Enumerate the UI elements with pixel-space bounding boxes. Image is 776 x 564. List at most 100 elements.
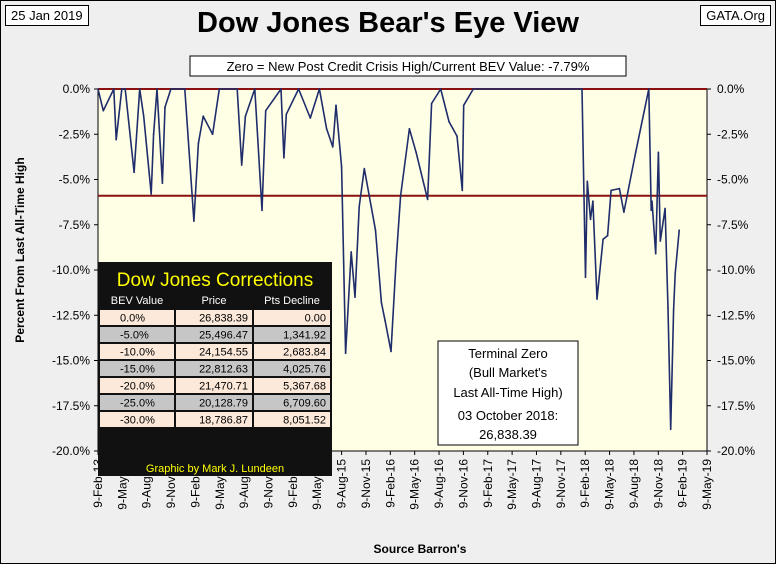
x-axis-label: Source Barron's (374, 542, 467, 556)
corrections-table-cell: 20,128.79 (199, 398, 248, 410)
data-point (153, 133, 155, 135)
data-point (400, 195, 402, 197)
data-point (133, 171, 135, 173)
data-point (587, 181, 589, 183)
data-point (431, 103, 433, 105)
data-point (570, 88, 572, 90)
data-point (280, 88, 282, 90)
y-tick-label-right: -20.0% (717, 444, 755, 458)
data-point (115, 139, 117, 141)
data-point (440, 88, 442, 90)
data-point (592, 200, 594, 202)
data-point (218, 88, 220, 90)
x-tick-label: 9-Aug-16 (432, 459, 446, 509)
data-point (667, 307, 669, 309)
y-tick-label-right: -10.0% (717, 263, 755, 277)
corrections-table-cell: 25,496.47 (199, 330, 248, 342)
data-point (664, 208, 666, 210)
corrections-table-row: 0.0% 26,838.39 0.00 (100, 310, 330, 325)
data-point (254, 88, 256, 90)
x-tick-label: 9-Nov-18 (651, 459, 665, 509)
data-point (184, 88, 186, 90)
x-tick-label: 9-Feb-18 (578, 459, 592, 508)
corrections-table-header: Pts Decline (264, 295, 320, 307)
y-tick-label-left: -7.5% (59, 218, 91, 232)
corrections-table-cell: -5.0% (120, 330, 149, 342)
data-point (319, 88, 321, 90)
data-point (162, 182, 164, 184)
data-point (585, 276, 587, 278)
data-point (659, 240, 661, 242)
data-point (124, 88, 126, 90)
data-point (610, 190, 612, 192)
y-tick-label-right: -7.5% (717, 218, 749, 232)
data-point (651, 200, 653, 202)
corrections-table-row: -20.0% 21,470.71 5,367.68 (100, 378, 330, 393)
y-tick-label-right: -15.0% (717, 354, 755, 368)
corrections-table-cell: 0.0% (120, 313, 145, 325)
data-point (113, 88, 115, 90)
data-point (427, 199, 429, 201)
data-point (198, 143, 200, 145)
terminal-zero-line: Terminal Zero (468, 346, 547, 361)
data-point (596, 298, 598, 300)
terminal-zero-line: 03 October 2018: (458, 408, 558, 423)
data-point (212, 133, 214, 135)
data-point (390, 351, 392, 353)
corrections-table-row: -30.0% 18,786.87 8,051.52 (100, 412, 330, 427)
corrections-table-cell: 4,025.76 (283, 364, 326, 376)
corrections-table-row: -5.0% 25,496.47 1,341.92 (100, 327, 330, 342)
data-point (678, 229, 680, 231)
data-point (310, 117, 312, 119)
data-point (395, 260, 397, 262)
y-tick-label-right: -2.5% (717, 127, 749, 141)
data-point (121, 88, 123, 90)
corrections-table-cell: 22,812.63 (199, 364, 248, 376)
data-point (364, 168, 366, 170)
chart-subtitle: Zero = New Post Credit Crisis High/Curre… (227, 59, 590, 74)
x-tick-label: 9-May-19 (700, 459, 714, 510)
corrections-table-cell: -15.0% (120, 364, 155, 376)
data-point (375, 229, 377, 231)
y-tick-label-left: -20.0% (52, 444, 90, 458)
y-tick-label-left: -12.5% (52, 308, 90, 322)
corrections-table-row: -25.0% 20,128.79 6,709.60 (100, 395, 330, 410)
data-point (345, 352, 347, 354)
data-point (463, 104, 465, 106)
data-point (448, 121, 450, 123)
data-point (298, 88, 300, 90)
terminal-zero-line: Last All-Time High) (453, 385, 562, 400)
data-point (590, 219, 592, 221)
data-point (156, 88, 158, 90)
data-point (648, 88, 650, 90)
data-point (456, 135, 458, 137)
corrections-table-cell: -20.0% (120, 381, 155, 393)
corrections-table-cell: 5,367.68 (283, 381, 326, 393)
data-point (415, 152, 417, 154)
data-point (619, 188, 621, 190)
data-point (335, 104, 337, 106)
corrections-table-row: -10.0% 24,154.55 2,683.84 (100, 344, 330, 359)
data-point (170, 88, 172, 90)
corrections-table-cell: -30.0% (120, 415, 155, 427)
data-point (602, 238, 604, 240)
data-point (350, 251, 352, 253)
x-tick-label: 9-Nov-17 (554, 459, 568, 509)
data-point (193, 220, 195, 222)
data-point (236, 88, 238, 90)
y-tick-label-left: -5.0% (59, 173, 91, 187)
x-tick-label: 9-May-18 (603, 459, 617, 510)
corrections-table-cell: 8,051.52 (283, 415, 326, 427)
terminal-zero-line: (Bull Market's (469, 365, 548, 380)
data-point (409, 128, 411, 130)
x-tick-label: 9-Aug-17 (529, 459, 543, 509)
data-point (472, 88, 474, 90)
data-point (283, 157, 285, 159)
data-point (143, 115, 145, 117)
corrections-table-header: Price (201, 295, 226, 307)
data-point (245, 115, 247, 117)
x-tick-label: 9-Feb-17 (481, 459, 495, 508)
data-point (150, 193, 152, 195)
x-tick-label: 9-Feb-19 (676, 459, 690, 508)
data-point (384, 320, 386, 322)
